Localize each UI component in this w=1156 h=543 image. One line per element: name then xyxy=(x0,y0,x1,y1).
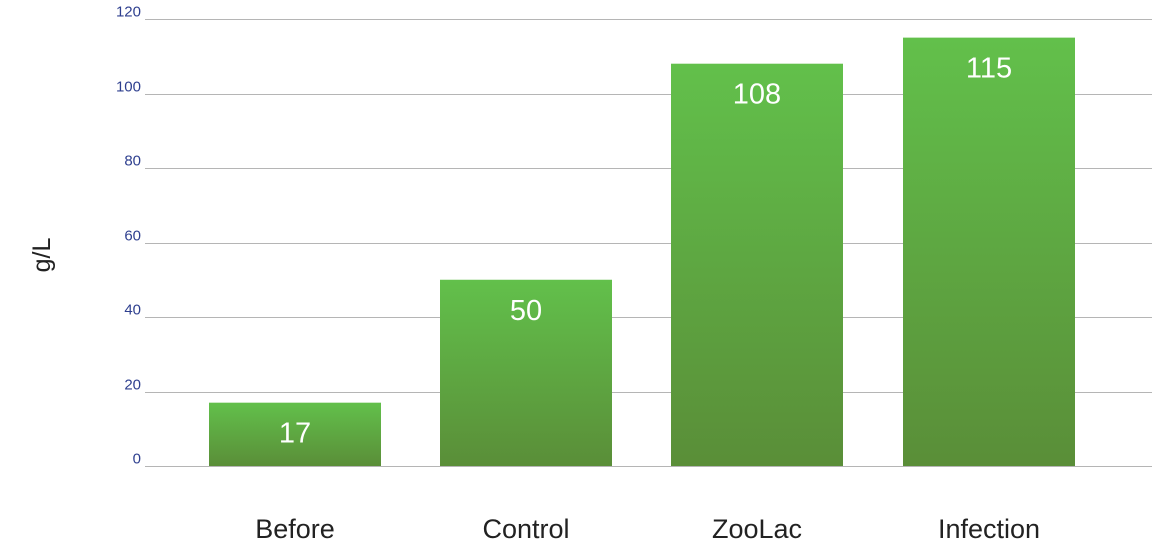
bar-before xyxy=(209,402,381,466)
y-axis-title: g/L xyxy=(28,238,56,273)
category-label: Before xyxy=(255,514,335,543)
y-tick-label: 40 xyxy=(124,302,141,319)
bar-infection xyxy=(903,37,1075,466)
x-axis-categories: Before Control ZooLac Infection xyxy=(255,514,1040,543)
y-axis-ticks: 0 20 40 60 80 100 120 xyxy=(116,4,141,468)
y-tick-label: 80 xyxy=(124,153,141,170)
gridlines xyxy=(145,19,1152,467)
category-label: Infection xyxy=(938,514,1040,543)
category-label: Control xyxy=(482,514,569,543)
y-tick-label: 0 xyxy=(133,451,141,468)
bar-zoolac xyxy=(671,63,843,466)
y-tick-label: 100 xyxy=(116,79,141,96)
category-label: ZooLac xyxy=(712,514,802,543)
data-label: 108 xyxy=(733,79,781,111)
data-labels: 17 50 108 115 xyxy=(279,53,1012,450)
y-tick-label: 20 xyxy=(124,377,141,394)
bars xyxy=(209,37,1075,466)
y-tick-label: 120 xyxy=(116,4,141,21)
y-tick-label: 60 xyxy=(124,228,141,245)
data-label: 17 xyxy=(279,418,311,450)
data-label: 50 xyxy=(510,295,542,327)
data-label: 115 xyxy=(966,53,1012,85)
bar-control xyxy=(440,279,612,466)
